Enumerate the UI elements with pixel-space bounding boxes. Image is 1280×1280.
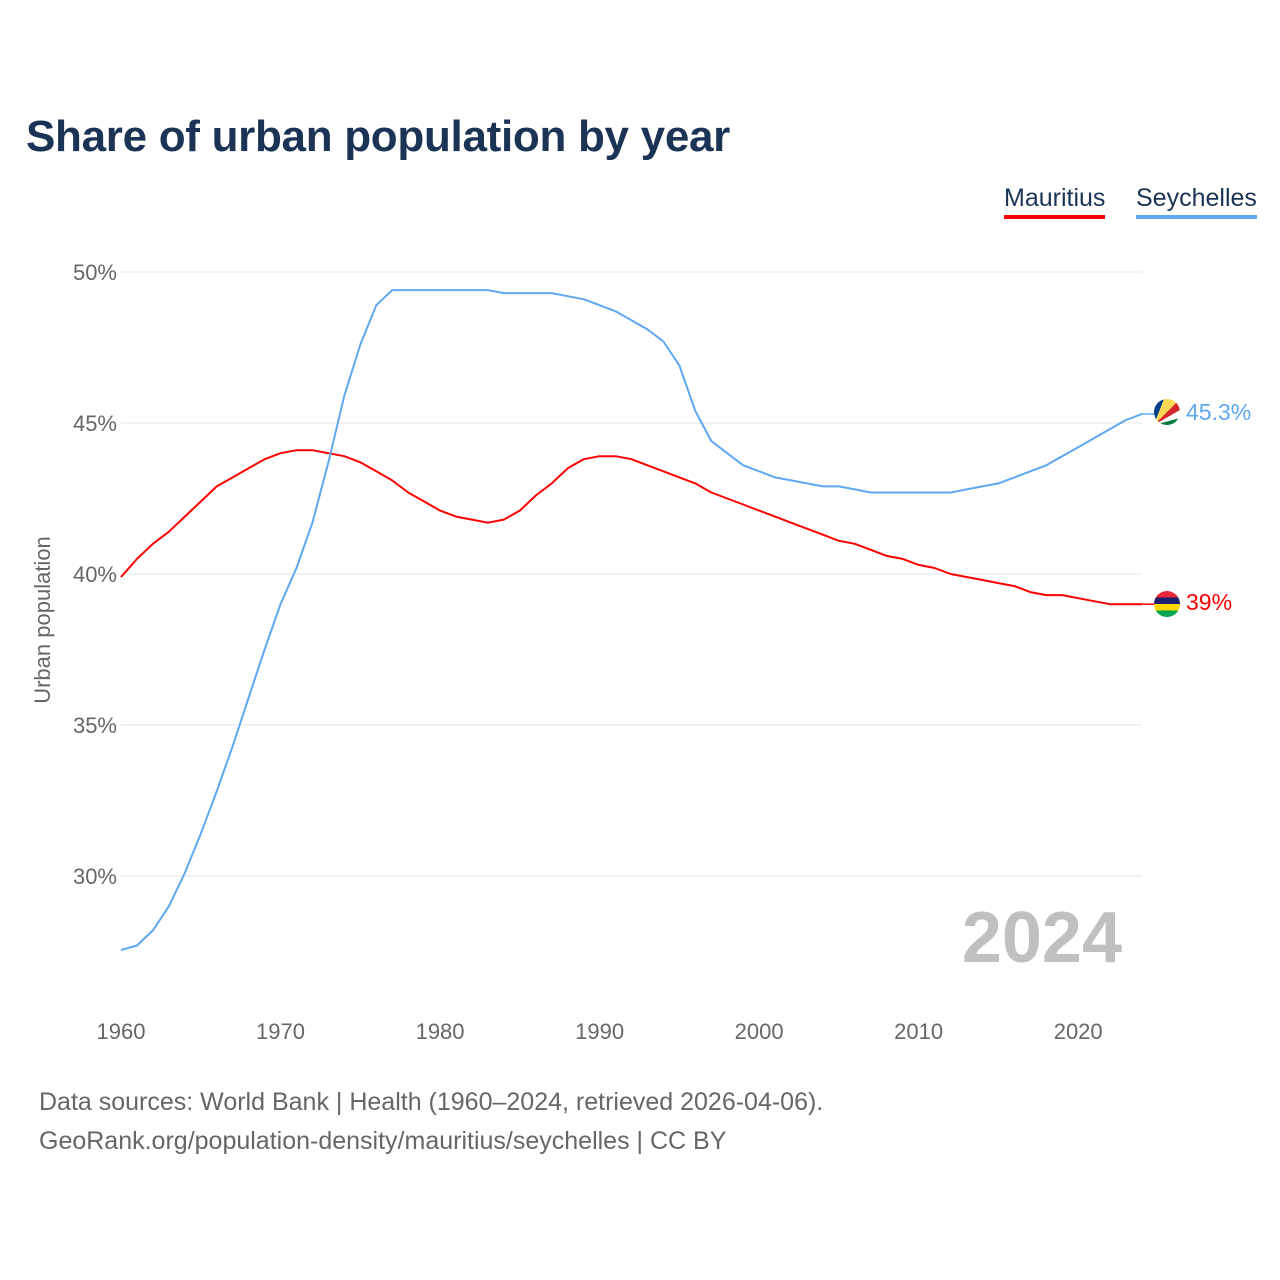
- seychelles-end-label: 45.3%: [1186, 399, 1251, 425]
- legend-seychelles[interactable]: Seychelles: [1136, 184, 1257, 219]
- x-tick-label: 2010: [894, 1019, 943, 1044]
- mauritius-end-label: 39%: [1186, 589, 1232, 615]
- source-link[interactable]: GeoRank.org/population-density/mauritius…: [39, 1127, 727, 1155]
- mauritius-flag-icon: [1154, 591, 1180, 617]
- x-tick-label: 1960: [97, 1019, 146, 1044]
- y-tick-label: 45%: [73, 411, 117, 436]
- seychelles-flag-icon: [1154, 399, 1180, 425]
- y-tick-label: 40%: [73, 562, 117, 587]
- series-line-seychelles: [120, 289, 1143, 951]
- year-watermark: 2024: [962, 898, 1122, 978]
- chart-title: Share of urban population by year: [26, 112, 730, 161]
- x-tick-label: 1980: [416, 1019, 465, 1044]
- x-tick-label: 2020: [1054, 1019, 1103, 1044]
- series-line-mauritius: [120, 449, 1142, 606]
- legend-mauritius[interactable]: Mauritius: [1004, 184, 1106, 219]
- y-tick-label: 30%: [73, 864, 117, 889]
- y-tick-label: 50%: [73, 260, 117, 285]
- x-tick-label: 1970: [256, 1019, 305, 1044]
- x-tick-label: 2000: [735, 1019, 784, 1044]
- y-axis-label: Urban population: [30, 536, 55, 704]
- source-note: Data sources: World Bank | Health (1960–…: [39, 1088, 824, 1116]
- x-tick-label: 1990: [575, 1019, 624, 1044]
- y-tick-label: 35%: [73, 713, 117, 738]
